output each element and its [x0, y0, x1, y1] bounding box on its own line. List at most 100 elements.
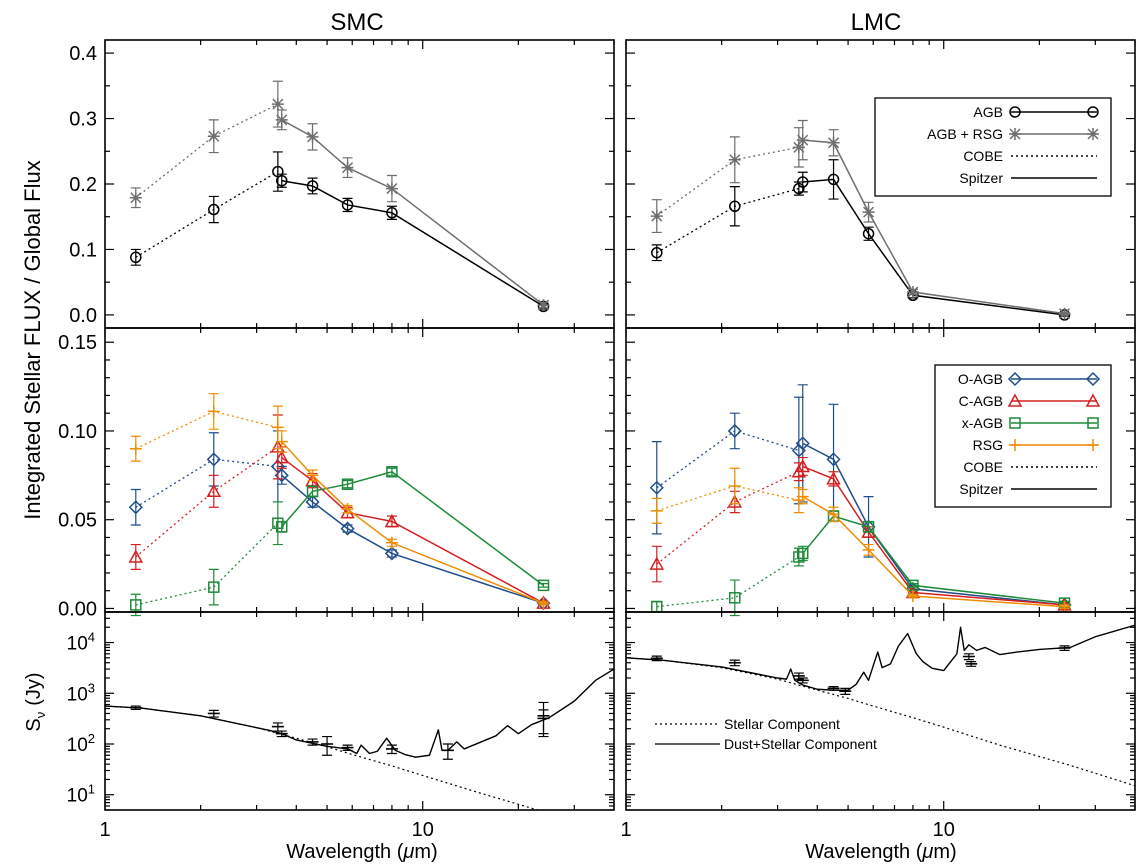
legend-label: O-AGB [958, 371, 1003, 387]
data-point [792, 141, 805, 154]
series-x-agb [130, 466, 550, 617]
cobe-line [656, 556, 800, 608]
data-point [208, 581, 220, 593]
legend-top: AGB AGB + RSG COBE Spitzer [874, 97, 1112, 197]
error-bar [208, 474, 219, 508]
error-bar [130, 543, 141, 570]
data-point [206, 452, 221, 467]
data-point [306, 180, 319, 192]
data-point [340, 521, 355, 536]
error-bar [208, 195, 219, 224]
data-point [795, 458, 811, 473]
y-tick-label: 0.0 [69, 305, 97, 327]
x-axis-label-smc-main: Wavelength ( [286, 841, 403, 863]
data-point [385, 182, 398, 195]
data-point [206, 483, 222, 498]
cobe-line [656, 187, 800, 254]
data-point [729, 200, 741, 213]
y-axis-label-nu: ν [33, 712, 48, 719]
spitzer-line [281, 474, 544, 604]
legend-item: Dust+Stellar Component [655, 736, 877, 752]
data-point [275, 435, 288, 448]
legend-item: Spitzer [959, 170, 1097, 186]
spitzer-line [281, 119, 544, 306]
data-point [386, 207, 398, 219]
data-point [129, 442, 142, 455]
data-point [274, 450, 290, 464]
x-axis-label-smc: Wavelength (μm) [286, 841, 437, 863]
data-point [728, 153, 741, 166]
data-point [796, 547, 809, 560]
cobe-line [135, 522, 279, 606]
legend-box [874, 97, 1112, 197]
data-point [208, 203, 220, 216]
legend-item: x-AGB [962, 415, 1099, 431]
legend-item: RSG [973, 437, 1099, 453]
legend-label: COBE [963, 148, 1003, 164]
lmc-title: LMC [851, 9, 902, 36]
y-tick-label: 0.2 [69, 174, 97, 196]
y-axis-label-unit: (Jy) [23, 672, 45, 705]
smc-title: SMC [330, 9, 383, 36]
legend-item: AGB [973, 104, 1099, 120]
error-bar [130, 488, 141, 526]
stellar-component-line [626, 657, 1135, 787]
data-point [306, 130, 319, 143]
data-point [384, 546, 399, 561]
error-bar [538, 583, 549, 588]
panel-lmc-top [625, 39, 1136, 329]
cobe-line [656, 146, 799, 217]
y-tick-label: 101 [67, 782, 95, 807]
data-point [862, 227, 875, 240]
legend-label: COBE [963, 459, 1003, 475]
spitzer-line [802, 495, 1065, 608]
data-point [386, 466, 398, 478]
data-point [906, 286, 919, 298]
x-tick-label: 10 [933, 819, 955, 841]
y-tick-label: 104 [67, 630, 95, 655]
series-rsg [129, 393, 550, 610]
legend-item: O-AGB [958, 371, 1101, 387]
legend-label: Dust+Stellar Component [724, 736, 877, 752]
data-point [827, 508, 840, 521]
data-point [651, 246, 663, 259]
data-point [275, 521, 288, 533]
legend-item: COBE [963, 459, 1097, 475]
data-point [796, 176, 809, 188]
data-point [341, 503, 354, 516]
legend-marker [1007, 393, 1023, 407]
y-axis-label-bottom: Sν (Jy) [23, 672, 48, 731]
error-bar [538, 709, 549, 738]
error-bar [797, 171, 808, 193]
data-point [827, 173, 840, 186]
y-tick-label: 0.4 [69, 43, 97, 65]
legend-middle: O-AGB C-AGB x-AGB RSG COBE Spitzer [934, 364, 1112, 508]
data-point [862, 521, 875, 533]
data-point [271, 98, 284, 111]
data-point [1058, 307, 1071, 320]
data-point [729, 592, 741, 604]
series-o-agb [128, 430, 551, 611]
legend-item: C-AGB [959, 393, 1101, 409]
data-point [207, 130, 220, 143]
panel-smc-bottom: 1 10 101 102 103 104 [67, 611, 615, 841]
data-point [207, 405, 220, 418]
data-point [649, 556, 665, 570]
legend-marker [1085, 393, 1101, 407]
error-bar [828, 159, 839, 200]
panel-frame [104, 611, 615, 811]
data-point [341, 161, 354, 174]
legend-marker [1087, 439, 1099, 451]
x-axis-label-smc-end: m) [414, 841, 437, 863]
panel-frame [625, 611, 1136, 811]
data-point [537, 299, 550, 312]
data-point [793, 551, 805, 563]
data-point [728, 479, 741, 492]
svg-text:Sν(Jy): Sν (Jy) [23, 672, 48, 731]
error-bar [729, 412, 740, 450]
data-point [906, 590, 919, 603]
y-tick-label: 0.1 [69, 239, 97, 261]
x-tick-label: 1 [99, 819, 110, 841]
legend-item: AGB + RSG [927, 126, 1099, 142]
